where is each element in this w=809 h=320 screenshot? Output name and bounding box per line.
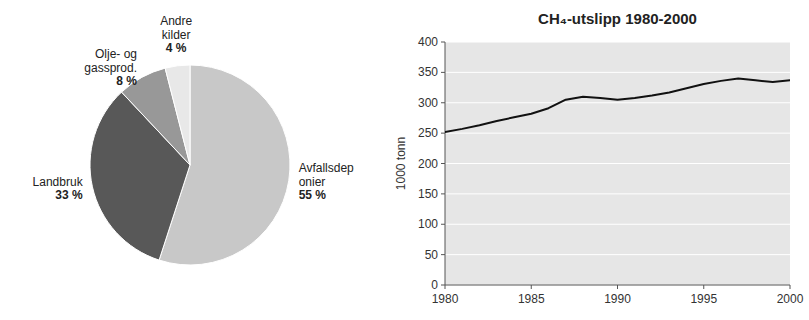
y-tick-label: 250 <box>418 126 438 140</box>
x-tick-label: 1990 <box>604 292 631 306</box>
x-axis-line <box>445 285 790 286</box>
slice-label: Landbruk <box>33 175 84 189</box>
grid-line <box>445 163 790 164</box>
plot-area <box>445 78 790 131</box>
slice-value-label: 8 % <box>116 74 137 88</box>
pie-slice <box>165 65 190 165</box>
x-tick-label: 1985 <box>518 292 545 306</box>
y-tick-label: 100 <box>418 217 438 231</box>
pie-chart: Avfallsdeponier55 % Landbruk33 % Olje- ogg… <box>33 14 355 265</box>
y-tick-label: 350 <box>418 65 438 79</box>
y-axis-label: 1000 tonn <box>394 137 408 190</box>
x-tick <box>617 285 618 289</box>
line-chart: CH₄-utslipp 1980-2000 0 50 100 150 200 250 300 3… <box>394 10 804 306</box>
y-tick <box>441 254 445 255</box>
x-tick <box>445 285 446 289</box>
x-tick-label: 2000 <box>777 292 804 306</box>
chart-title: CH₄-utslipp 1980-2000 <box>538 10 697 27</box>
chart-canvas: Avfallsdeponier55 % Landbruk33 % Olje- ogg… <box>0 0 809 320</box>
y-tick-label: 400 <box>418 35 438 49</box>
x-tick-label: 1980 <box>432 292 459 306</box>
slice-value-label: 33 % <box>55 188 83 202</box>
y-tick <box>441 163 445 164</box>
slice-label: Avfallsdeponier <box>299 161 354 189</box>
grid-line <box>445 72 790 73</box>
y-tick <box>441 285 445 286</box>
grid-line <box>445 133 790 134</box>
y-axis-line <box>445 42 446 285</box>
slice-value-label: 55 % <box>299 188 327 202</box>
y-tick <box>441 72 445 73</box>
y-tick <box>441 224 445 225</box>
grid-line <box>445 224 790 225</box>
x-tick <box>531 285 532 289</box>
grid-line <box>445 285 790 286</box>
grid-line <box>445 102 790 103</box>
y-tick <box>441 133 445 134</box>
x-tick <box>703 285 704 289</box>
grid-line <box>445 254 790 255</box>
data-line <box>445 78 790 131</box>
slice-label: Andrekilder <box>160 14 192 42</box>
y-tick-label: 50 <box>425 248 439 262</box>
y-tick-label: 150 <box>418 187 438 201</box>
y-tick <box>441 42 445 43</box>
slice-label: Olje- oggassprod. <box>84 47 137 74</box>
grid-line <box>445 42 790 43</box>
y-tick <box>441 102 445 103</box>
x-tick-label: 1995 <box>690 292 717 306</box>
x-tick <box>790 285 791 289</box>
slice-value-label: 4 % <box>166 41 187 55</box>
y-tick-label: 200 <box>418 157 438 171</box>
y-tick <box>441 193 445 194</box>
y-tick-label: 300 <box>418 96 438 110</box>
y-tick-label: 0 <box>431 278 438 292</box>
plot-background <box>445 42 790 285</box>
grid-line <box>445 193 790 194</box>
